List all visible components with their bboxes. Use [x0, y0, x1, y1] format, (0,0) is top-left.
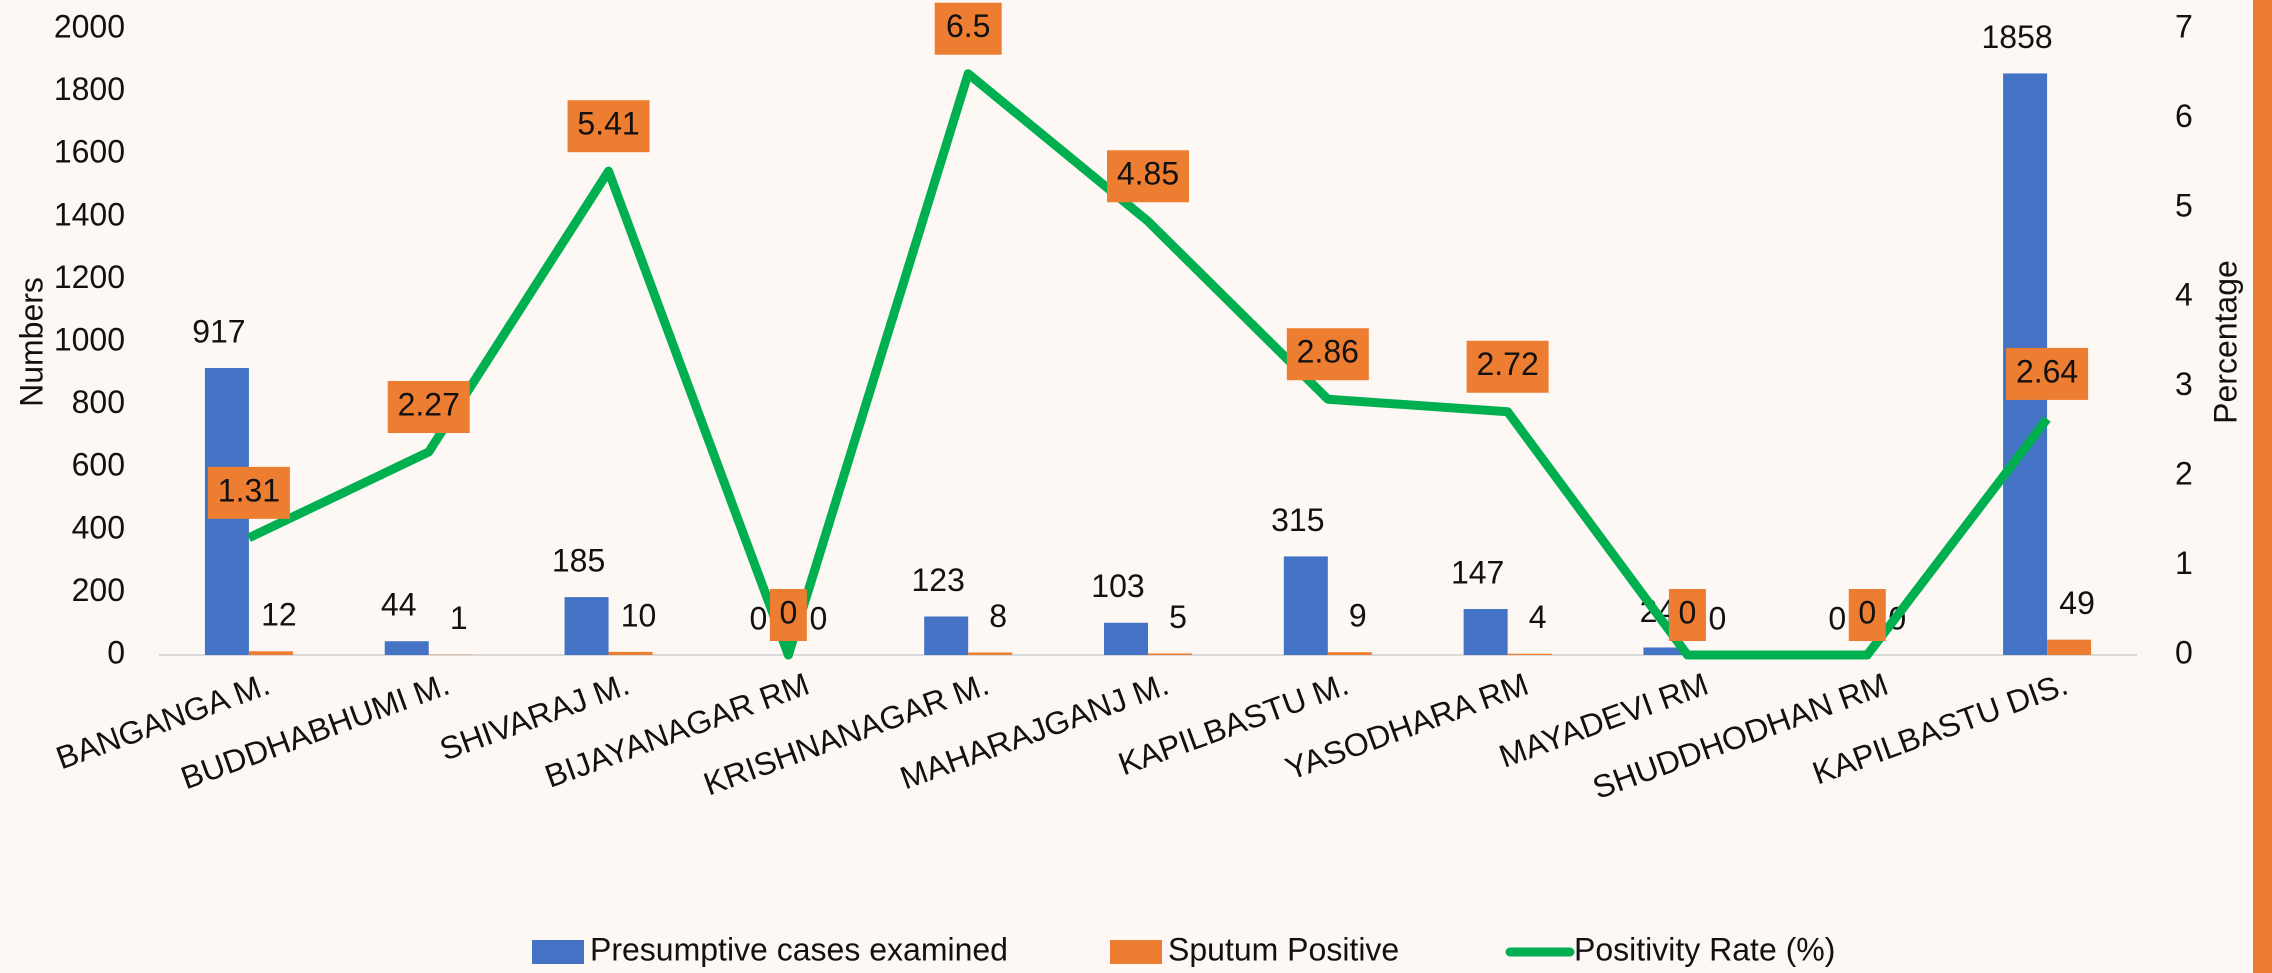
bar [248, 651, 293, 655]
bar-value-label: 185 [552, 543, 605, 579]
y-tick-label: 1800 [54, 71, 125, 107]
line-value-box [1107, 150, 1189, 203]
legend-label: Positivity Rate (%) [1574, 931, 1835, 967]
y2-tick-label: 2 [2175, 456, 2193, 492]
bar [2047, 639, 2092, 655]
line-value-label: 0 [1679, 594, 1697, 630]
y-tick-label: 2000 [54, 8, 125, 44]
bar-value-label: 9 [1349, 598, 1367, 634]
line-value-box [1848, 589, 1886, 641]
bar-value-label: 123 [911, 562, 964, 598]
bar-value-label: 0 [749, 600, 767, 636]
y-tick-label: 400 [72, 509, 125, 545]
bar [564, 597, 609, 655]
line-value-box [387, 380, 470, 433]
bar-value-label: 0 [1709, 600, 1727, 636]
bar [1327, 652, 1372, 655]
bar [1283, 556, 1328, 655]
bar [924, 616, 969, 655]
bar-value-label: 5 [1169, 599, 1187, 635]
line-value-label: 1.31 [218, 472, 280, 508]
bar [608, 651, 653, 655]
legend-swatch [1110, 940, 1162, 964]
line-value-box [769, 589, 807, 641]
line-value-box [1286, 328, 1369, 381]
bar-value-label: 103 [1091, 568, 1144, 604]
line-value-label: 2.64 [2016, 353, 2078, 389]
bar-value-label: 8 [989, 598, 1007, 634]
y-tick-label: 1600 [54, 134, 125, 170]
line-value-label: 0 [1858, 594, 1876, 630]
bar-value-label: 12 [261, 597, 297, 633]
bar [1643, 647, 1688, 655]
bar [384, 641, 429, 655]
y2-tick-label: 5 [2175, 187, 2193, 223]
bar-value-label: 10 [621, 597, 657, 633]
line-value-box [207, 466, 290, 519]
bar-value-label: 315 [1271, 502, 1324, 538]
line-value-label: 2.72 [1476, 346, 1538, 382]
y-tick-label: 200 [72, 572, 125, 608]
legend-swatch [532, 940, 584, 964]
bar-value-label: 44 [381, 587, 417, 623]
bar-value-label: 1 [450, 600, 468, 636]
legend-label: Presumptive cases examined [590, 931, 1008, 967]
line-value-box [567, 100, 650, 153]
line-value-label: 6.5 [946, 8, 990, 44]
bar [1507, 653, 1552, 655]
bar-value-label: 0 [809, 600, 827, 636]
bar-value-label: 4 [1529, 599, 1547, 635]
line-value-label: 2.27 [398, 386, 460, 422]
y-tick-label: 1000 [54, 321, 125, 357]
bar [1463, 608, 1508, 655]
line-value-label: 5.41 [577, 106, 639, 142]
y-tick-label: 1200 [54, 259, 125, 295]
line-value-label: 2.86 [1297, 334, 1359, 370]
y2-tick-label: 0 [2175, 634, 2193, 670]
y2-axis-label: Percentage [2207, 260, 2243, 424]
y-tick-label: 1400 [54, 196, 125, 232]
y-tick-label: 0 [107, 634, 125, 670]
bar-value-label: 917 [192, 313, 245, 349]
edge-stripe [2253, 0, 2272, 973]
bar-value-label: 0 [1828, 600, 1846, 636]
line-value-box [1668, 589, 1706, 641]
bar [1104, 622, 1148, 655]
y2-tick-label: 7 [2175, 8, 2193, 44]
line [246, 69, 2051, 660]
line-value-label: 0 [779, 594, 797, 630]
bar-value-label: 49 [2059, 585, 2095, 621]
legend-label: Sputum Positive [1168, 931, 1399, 967]
y2-tick-label: 3 [2175, 366, 2193, 402]
y-tick-label: 800 [72, 384, 125, 420]
y2-tick-label: 1 [2175, 545, 2193, 581]
y2-tick-label: 4 [2175, 277, 2193, 313]
bar-value-label: 1858 [1981, 19, 2052, 55]
bar [1148, 653, 1192, 655]
bar-value-label: 147 [1451, 554, 1504, 590]
y2-tick-label: 6 [2175, 98, 2193, 134]
bar [968, 652, 1013, 655]
y-tick-label: 600 [72, 447, 125, 483]
y-axis-label: Numbers [13, 277, 49, 407]
line-value-box [2006, 347, 2089, 400]
line-value-label: 4.85 [1117, 156, 1179, 192]
x-tick-label: SHUDDHODHAN RM [1588, 666, 1893, 806]
line-value-box [1466, 340, 1549, 393]
line-value-box [934, 2, 1002, 55]
